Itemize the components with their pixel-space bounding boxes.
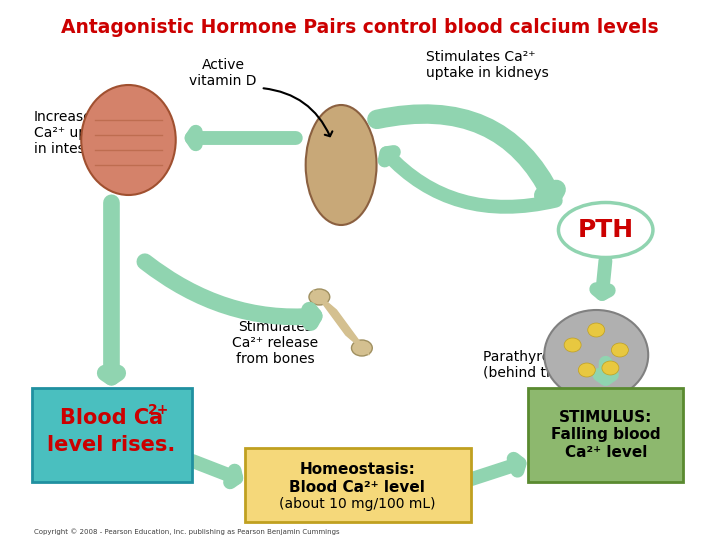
Text: Blood Ca: Blood Ca [60,408,163,428]
Text: Stimulates Ca²⁺
uptake in kidneys: Stimulates Ca²⁺ uptake in kidneys [426,50,549,80]
Ellipse shape [578,363,595,377]
Ellipse shape [306,105,377,225]
Ellipse shape [309,289,330,305]
Text: Parathyroid gland—
(behind thyroid): Parathyroid gland— (behind thyroid) [483,350,620,380]
Text: 2+: 2+ [148,403,169,417]
Text: Blood Ca²⁺ level: Blood Ca²⁺ level [289,480,425,495]
Ellipse shape [611,343,629,357]
Text: STIMULUS:
Falling blood
Ca²⁺ level: STIMULUS: Falling blood Ca²⁺ level [551,410,660,460]
FancyBboxPatch shape [245,448,471,522]
Text: Active
vitamin D: Active vitamin D [189,58,257,88]
Ellipse shape [564,338,581,352]
Polygon shape [312,290,369,355]
Text: Copyright © 2008 - Pearson Education, Inc. publishing as Pearson Benjamin Cummin: Copyright © 2008 - Pearson Education, In… [34,528,340,535]
Ellipse shape [559,202,653,258]
Text: Increases
Ca²⁺ uptake
in intestines: Increases Ca²⁺ uptake in intestines [34,110,119,157]
Ellipse shape [588,323,605,337]
Text: level rises.: level rises. [48,435,176,455]
FancyBboxPatch shape [528,388,683,482]
Ellipse shape [351,340,372,356]
Ellipse shape [602,361,619,375]
Text: PTH: PTH [577,218,634,242]
Text: Homeostasis:: Homeostasis: [300,462,415,477]
FancyBboxPatch shape [32,388,192,482]
Ellipse shape [81,85,176,195]
Text: Antagonistic Hormone Pairs control blood calcium levels: Antagonistic Hormone Pairs control blood… [61,18,659,37]
Text: Stimulates
Ca²⁺ release
from bones: Stimulates Ca²⁺ release from bones [232,320,318,367]
Text: (about 10 mg/100 mL): (about 10 mg/100 mL) [279,497,436,511]
Ellipse shape [544,310,648,400]
